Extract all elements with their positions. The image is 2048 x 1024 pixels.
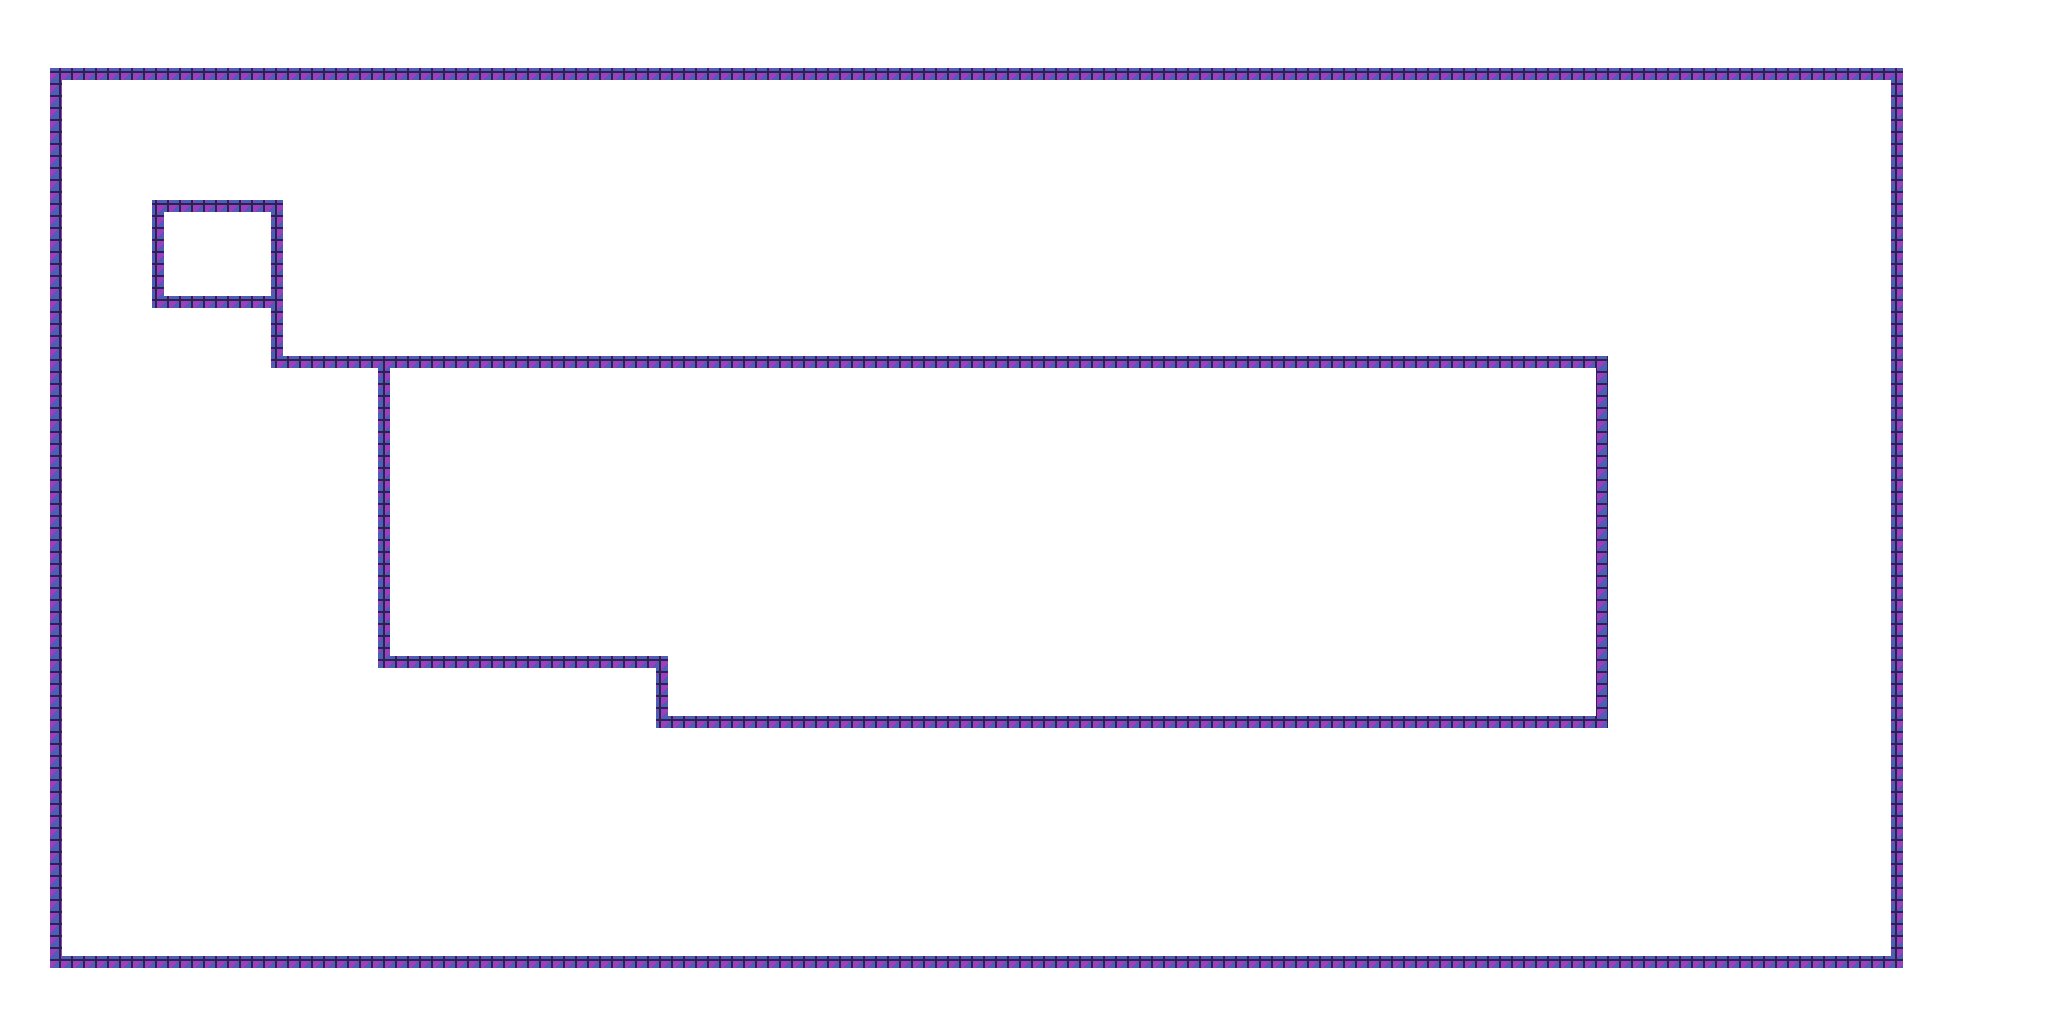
wall-segment [378, 656, 668, 668]
outer-boundary-wall [50, 68, 1903, 968]
wall-segment [378, 356, 390, 668]
large-stepped-room-wall [378, 356, 1608, 728]
walls-layer [50, 68, 1903, 968]
wall-segment [271, 200, 283, 308]
connector-wall [271, 296, 390, 368]
wall-segment [152, 200, 283, 212]
wall-segment [50, 68, 62, 968]
wall-segment [656, 656, 668, 728]
small-room-wall [152, 200, 283, 308]
wall-segment [50, 956, 1903, 968]
wall-segment [271, 356, 390, 368]
wall-segment [152, 296, 283, 308]
wall-segment [656, 716, 1608, 728]
wall-segment [1596, 356, 1608, 728]
wall-segment [152, 200, 164, 308]
wall-segment [271, 296, 283, 368]
wall-segment [378, 356, 1608, 368]
wall-segment [1891, 68, 1903, 968]
wall-segment [50, 68, 1903, 80]
